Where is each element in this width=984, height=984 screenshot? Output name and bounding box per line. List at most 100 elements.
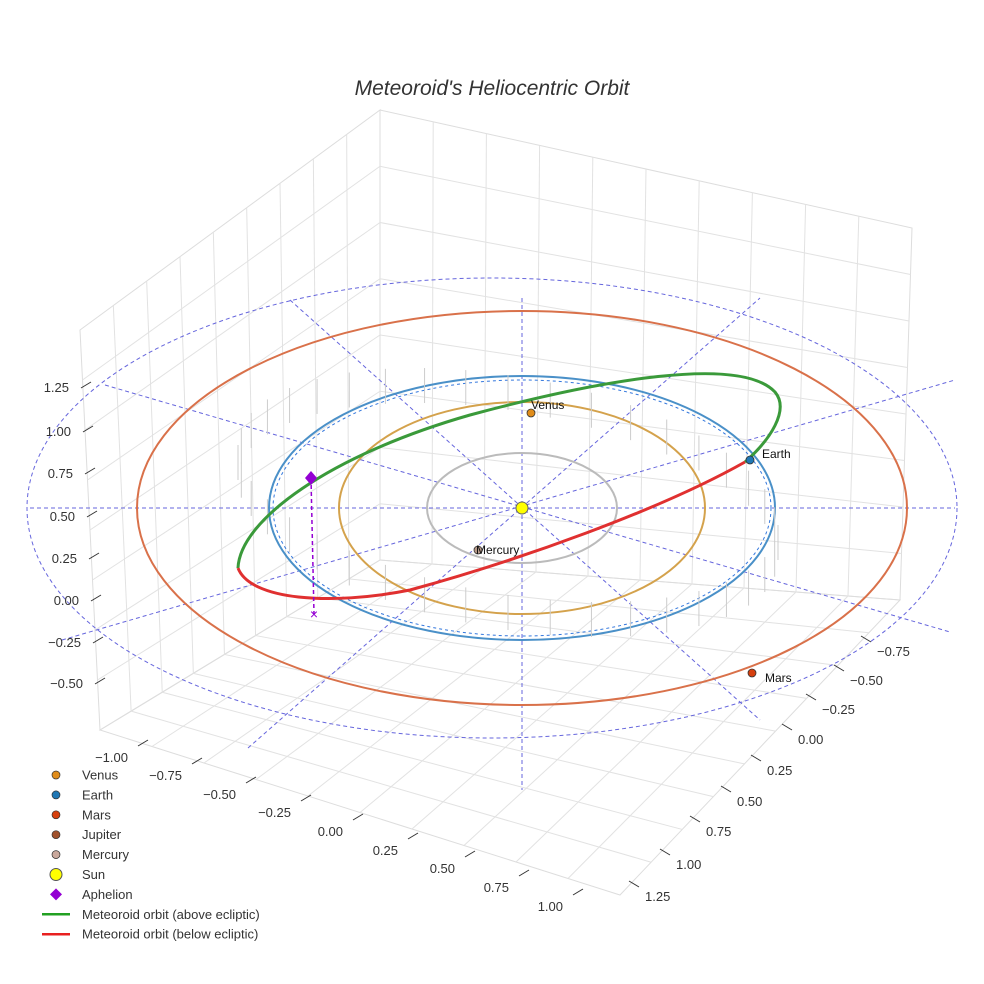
legend-label-mercury: Mercury [82, 847, 129, 862]
meteoroid-below [236, 460, 746, 601]
orbit-earth-dashed [272, 379, 772, 637]
grid-line [359, 579, 641, 813]
x-tick-label: −1.00 [95, 750, 128, 765]
grid-line [307, 575, 589, 797]
planet-earth [745, 455, 755, 465]
z-tick-label: 0.50 [50, 509, 75, 524]
z-tick-mark [82, 425, 94, 433]
grid-pane-floor [98, 559, 902, 896]
z-tick-label: −0.50 [50, 676, 83, 691]
legend: Venus Earth Mars Jupiter Mercury Sun Aphelion M… [42, 768, 260, 942]
grid-line [97, 503, 381, 681]
x-tick-label: −0.25 [258, 805, 291, 820]
grid-line [94, 447, 381, 631]
y-tick-label: 0.75 [706, 824, 731, 839]
y-tick-mark [833, 664, 845, 672]
legend-label-aphelion: Aphelion [82, 887, 133, 902]
ecliptic-reference [26, 277, 958, 790]
grid-line [379, 390, 905, 461]
grid-line [379, 503, 902, 554]
legend-label-sun: Sun [82, 867, 105, 882]
z-tick-mark [86, 510, 98, 518]
orbit-mars-orbit [136, 310, 908, 706]
planet-label-mercury: Mercury [476, 543, 519, 557]
y-tick-mark [628, 880, 640, 888]
legend-marker-sun [49, 868, 63, 881]
grid-line [255, 571, 537, 780]
planet-label-earth: Earth [762, 447, 791, 461]
x-tick-mark [137, 739, 149, 747]
legend-label-mars: Mars [82, 807, 111, 822]
planet-label-venus: Venus [531, 398, 564, 412]
y-tick-mark [860, 635, 872, 643]
aphelion-marker [305, 471, 317, 485]
z-tick-label: −0.25 [48, 635, 81, 650]
grid-line [151, 563, 433, 747]
meteoroid-orbit: × [236, 368, 782, 637]
x-tick-mark [572, 888, 584, 896]
x-tick-label: −0.50 [203, 787, 236, 802]
tick-labels: 1.25 1.00 0.75 0.50 0.25 0.00 −0.25 −0.50 −1.00 −… [44, 380, 910, 914]
z-tick-label: 1.00 [46, 424, 71, 439]
x-tick-mark [518, 869, 530, 877]
z-tick-label: 0.75 [48, 466, 73, 481]
y-tick-mark [689, 815, 701, 823]
z-tick-mark [80, 381, 92, 389]
grid-line [379, 222, 910, 322]
x-tick-label: −0.75 [149, 768, 182, 783]
x-tick-mark [464, 850, 476, 858]
y-tick-label: 1.00 [676, 857, 701, 872]
aphelion-projection: × [310, 606, 318, 622]
legend-marker-venus [51, 770, 61, 780]
y-tick-label: 0.50 [737, 794, 762, 809]
grid-line [463, 587, 745, 846]
planet-markers: Venus Earth Mars Mercury [473, 398, 792, 685]
z-tick-mark [90, 594, 102, 602]
planet-mars [747, 668, 757, 678]
x-tick-mark [407, 832, 419, 840]
y-tick-label: −0.75 [877, 644, 910, 659]
meteoroid-above [236, 372, 782, 569]
y-tick-label: −0.25 [822, 702, 855, 717]
y-tick-mark [659, 848, 671, 856]
ecliptic-axis [61, 379, 956, 641]
legend-label-meteoroid-orbit-below-ecliptic: Meteoroid orbit (below ecliptic) [82, 927, 258, 942]
grid-line [87, 278, 381, 481]
legend-marker-mars [51, 810, 61, 820]
z-tick-mark [92, 636, 104, 644]
y-tick-mark [750, 754, 762, 762]
grid-line [89, 334, 381, 531]
grid-line [84, 222, 381, 431]
grid-line [379, 447, 904, 508]
grid-line [379, 165, 911, 275]
sun-marker [515, 501, 529, 515]
y-tick-mark [720, 785, 732, 793]
legend-label-venus: Venus [82, 768, 119, 783]
x-tick-mark [352, 813, 364, 821]
aphelion-drop [310, 477, 315, 615]
z-tick-mark [94, 677, 106, 685]
x-tick-label: 1.00 [538, 899, 563, 914]
z-tick-mark [84, 467, 96, 475]
y-tick-label: 0.00 [798, 732, 823, 747]
chart-title: Meteoroid's Heliocentric Orbit [355, 77, 631, 100]
grid-line [411, 583, 693, 830]
x-tick-mark [300, 794, 312, 802]
grid-line [203, 567, 485, 764]
planet-venus [526, 408, 536, 418]
legend-marker-jupiter [51, 830, 61, 840]
legend-label-jupiter: Jupiter [82, 827, 122, 842]
y-tick-mark [781, 723, 793, 731]
y-tick-label: 0.25 [767, 763, 792, 778]
x-tick-label: 0.50 [430, 861, 455, 876]
ecliptic-axis [247, 297, 761, 749]
x-tick-mark [245, 776, 257, 784]
y-tick-label: −0.50 [850, 673, 883, 688]
z-tick-label: 0.00 [54, 593, 79, 608]
orbit-mercury-orbit [426, 452, 618, 564]
ecliptic-circle [26, 277, 958, 739]
grid-line [515, 591, 797, 863]
legend-marker-aphelion [50, 888, 62, 901]
